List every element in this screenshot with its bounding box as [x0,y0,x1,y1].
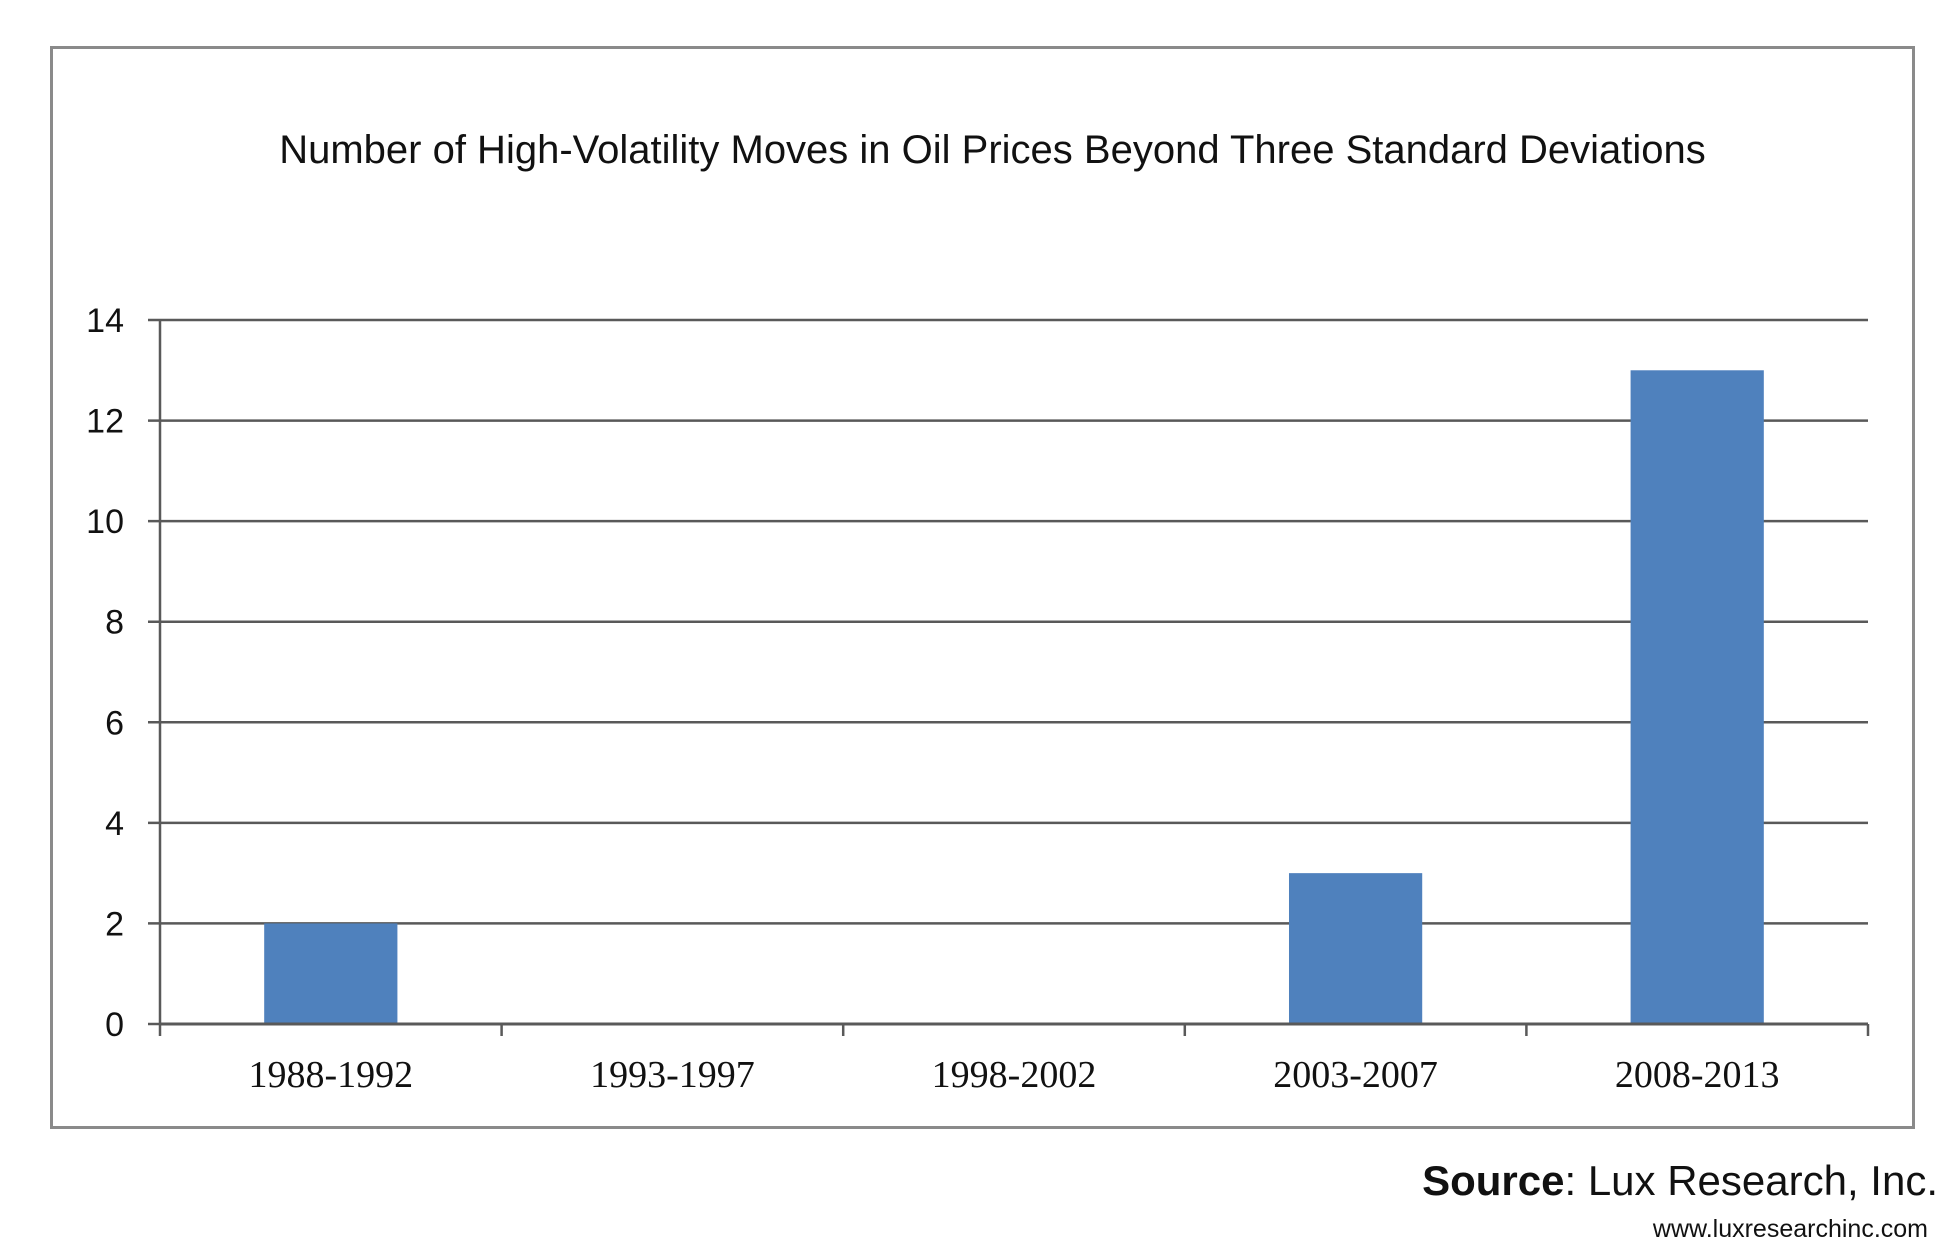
y-tick-label: 2 [105,905,124,943]
source-label: Source [1422,1157,1565,1204]
bar [1630,370,1764,1024]
bar [264,923,398,1024]
axis-labels: 0 2 4 6 8 10 12 14 1988-1992 1993-1997 1998-2002 20… [86,302,1779,1096]
axes [148,320,1870,1036]
gridlines [148,318,1868,925]
source-name: Lux Research, Inc. [1576,1157,1938,1204]
chart-title: Number of High-Volatility Moves in Oil P… [279,128,1706,172]
x-tick-label: 1998-2002 [932,1054,1097,1096]
bars [264,370,1764,1024]
y-tick-label: 14 [86,302,124,340]
y-tick-label: 6 [105,704,124,742]
source-url: www.luxresearchinc.com [1652,1215,1928,1243]
y-tick-label: 10 [86,503,124,541]
y-tick-label: 12 [86,403,124,441]
y-tick-label: 0 [105,1006,124,1044]
y-tick-label: 4 [105,805,124,843]
bar [1288,873,1423,1024]
x-tick-label: 2003-2007 [1273,1054,1438,1096]
source-credit: Source: Lux Research, Inc. [1422,1157,1938,1205]
source-separator: : [1564,1157,1577,1204]
x-tick-label: 2008-2013 [1615,1054,1780,1096]
x-tick-label: 1988-1992 [248,1054,413,1096]
y-tick-label: 8 [105,604,124,642]
x-tick-label: 1993-1997 [590,1054,755,1096]
